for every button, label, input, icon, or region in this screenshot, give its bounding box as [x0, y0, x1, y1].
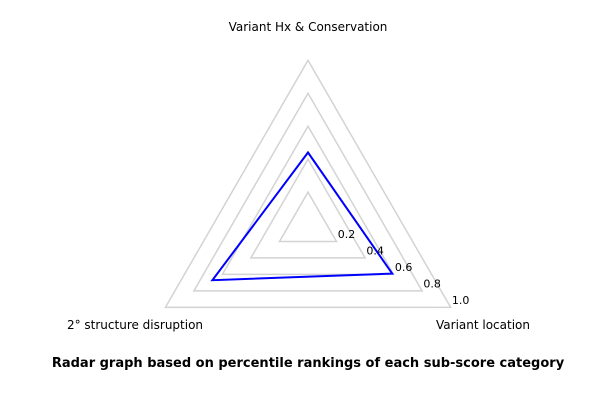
grid-ring	[249, 157, 367, 259]
figure-caption: Radar graph based on percentile rankings…	[51, 356, 565, 371]
axis-label-secondary-structure-disruption: 2° structure disruption	[66, 318, 204, 332]
tick-label: 0.2	[338, 228, 356, 241]
grid-ring	[278, 190, 338, 243]
tick-label: 0.8	[423, 277, 441, 290]
axis-label-variant-location: Variant location	[436, 318, 530, 332]
tick-label: 1.0	[452, 294, 470, 307]
grid-ring	[221, 124, 395, 276]
grid-ring	[192, 91, 424, 292]
grid-ring	[164, 58, 452, 309]
tick-label: 0.6	[395, 261, 413, 274]
data-polygon	[210, 150, 395, 282]
axis-label-variant-hx-conservation: Variant Hx & Conservation	[228, 20, 388, 34]
tick-label: 0.4	[366, 244, 384, 257]
